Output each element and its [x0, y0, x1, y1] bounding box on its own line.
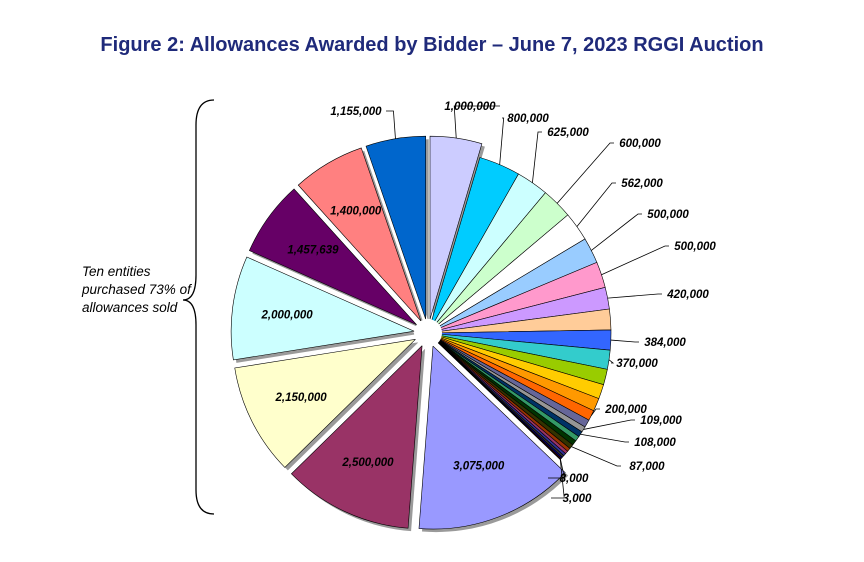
leader-line	[499, 117, 505, 165]
leader-line	[608, 359, 615, 364]
slice-data-label: 500,000	[674, 241, 716, 253]
slice-data-label: 384,000	[644, 337, 686, 349]
slice-data-label: 562,000	[621, 178, 663, 190]
pie-slice	[418, 345, 566, 530]
slice-data-label: 500,000	[647, 209, 689, 221]
leader-line	[571, 446, 621, 467]
slice-data-label: 87,000	[629, 461, 665, 473]
slice-data-label: 109,000	[640, 415, 682, 427]
leader-line	[556, 142, 614, 204]
brace-annotation: Ten entities purchased 73% of allowances…	[82, 264, 191, 315]
pie-slice	[230, 256, 416, 361]
leader-line	[601, 245, 669, 276]
slice-data-label: 3,000	[563, 493, 592, 505]
leader-line	[583, 419, 635, 430]
pie-slice	[234, 338, 417, 468]
slice-data-label: 108,000	[634, 437, 676, 449]
slice-data-label: 1,400,000	[330, 206, 382, 218]
slice-data-label: 8,000	[560, 473, 589, 485]
slice-data-label: 1,457,639	[287, 245, 339, 257]
slice-data-label: 2,150,000	[274, 392, 327, 404]
slice-data-label: 600,000	[619, 138, 661, 150]
leader-line	[607, 293, 662, 299]
slices-layer	[230, 135, 612, 533]
leader-line	[386, 110, 396, 139]
pie-slice	[248, 188, 417, 326]
leader-line	[610, 339, 639, 343]
slice-data-label: 3,075,000	[453, 461, 505, 473]
slice-data-label: 370,000	[616, 358, 658, 370]
slice-data-label: 625,000	[547, 127, 589, 139]
leader-line	[580, 433, 629, 443]
pie-slice	[429, 135, 483, 320]
slice-data-label: 800,000	[507, 113, 549, 125]
slice-data-label: 420,000	[666, 289, 709, 301]
leader-line	[591, 408, 600, 416]
leader-line	[576, 182, 616, 227]
leader-line	[532, 131, 542, 183]
leader-line	[453, 105, 500, 139]
slice-data-label: 2,500,000	[341, 457, 394, 469]
leader-line	[551, 459, 565, 499]
slice-data-label: 2,000,000	[261, 310, 314, 322]
labels-layer: 1,000,000 800,000 625,000 600,000 562,000 500…	[261, 101, 717, 505]
curly-brace	[182, 99, 215, 515]
pie-slice	[297, 147, 422, 322]
center-hole	[414, 319, 442, 347]
chart-title: Figure 2: Allowances Awarded by Bidder –…	[100, 34, 764, 56]
slice-data-label: 1,000,000	[444, 101, 496, 113]
leader-line	[591, 213, 642, 251]
slice-data-label: 1,155,000	[330, 106, 382, 118]
pie-slice	[290, 344, 423, 529]
leader-line	[548, 459, 565, 479]
slice-data-label: 200,000	[604, 404, 647, 416]
